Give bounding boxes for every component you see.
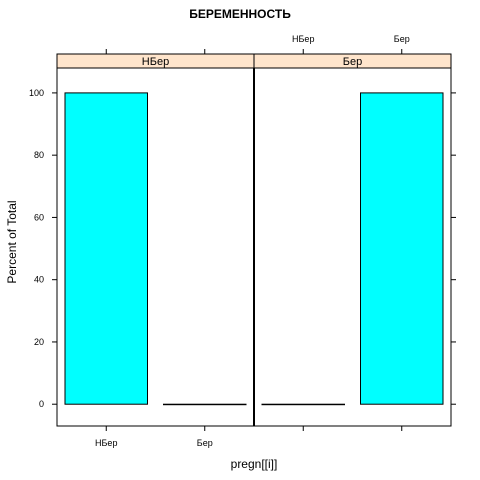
y-tick-label: 0 — [39, 399, 44, 409]
chart-title: БЕРЕМЕННОСТЬ — [189, 7, 291, 21]
panel-strip-label: Бер — [343, 56, 362, 68]
y-axis-label: Percent of Total — [5, 200, 19, 283]
panel-strip-label: НБер — [142, 56, 169, 68]
bar — [261, 403, 345, 406]
y-tick-label: 80 — [34, 150, 44, 160]
plot-area: НБер НБер Бер Бер НБер Бер 0 20 40 60 80 100 — [29, 34, 456, 448]
bar — [64, 92, 148, 405]
x-tick-label: НБер — [292, 34, 314, 44]
panel-2: Бер НБер Бер — [253, 34, 452, 431]
y-tick-label: 60 — [34, 212, 44, 222]
x-tick-label: Бер — [394, 34, 410, 44]
bar — [163, 403, 247, 406]
x-tick-label: НБер — [95, 438, 117, 448]
panel-1: НБер НБер Бер — [56, 49, 255, 448]
x-tick-label: Бер — [197, 438, 213, 448]
y-tick-label: 40 — [34, 275, 44, 285]
x-axis-label: pregn[[i]] — [231, 457, 278, 471]
y-tick-label: 100 — [29, 88, 44, 98]
y-tick-label: 20 — [34, 337, 44, 347]
bar — [360, 92, 444, 405]
